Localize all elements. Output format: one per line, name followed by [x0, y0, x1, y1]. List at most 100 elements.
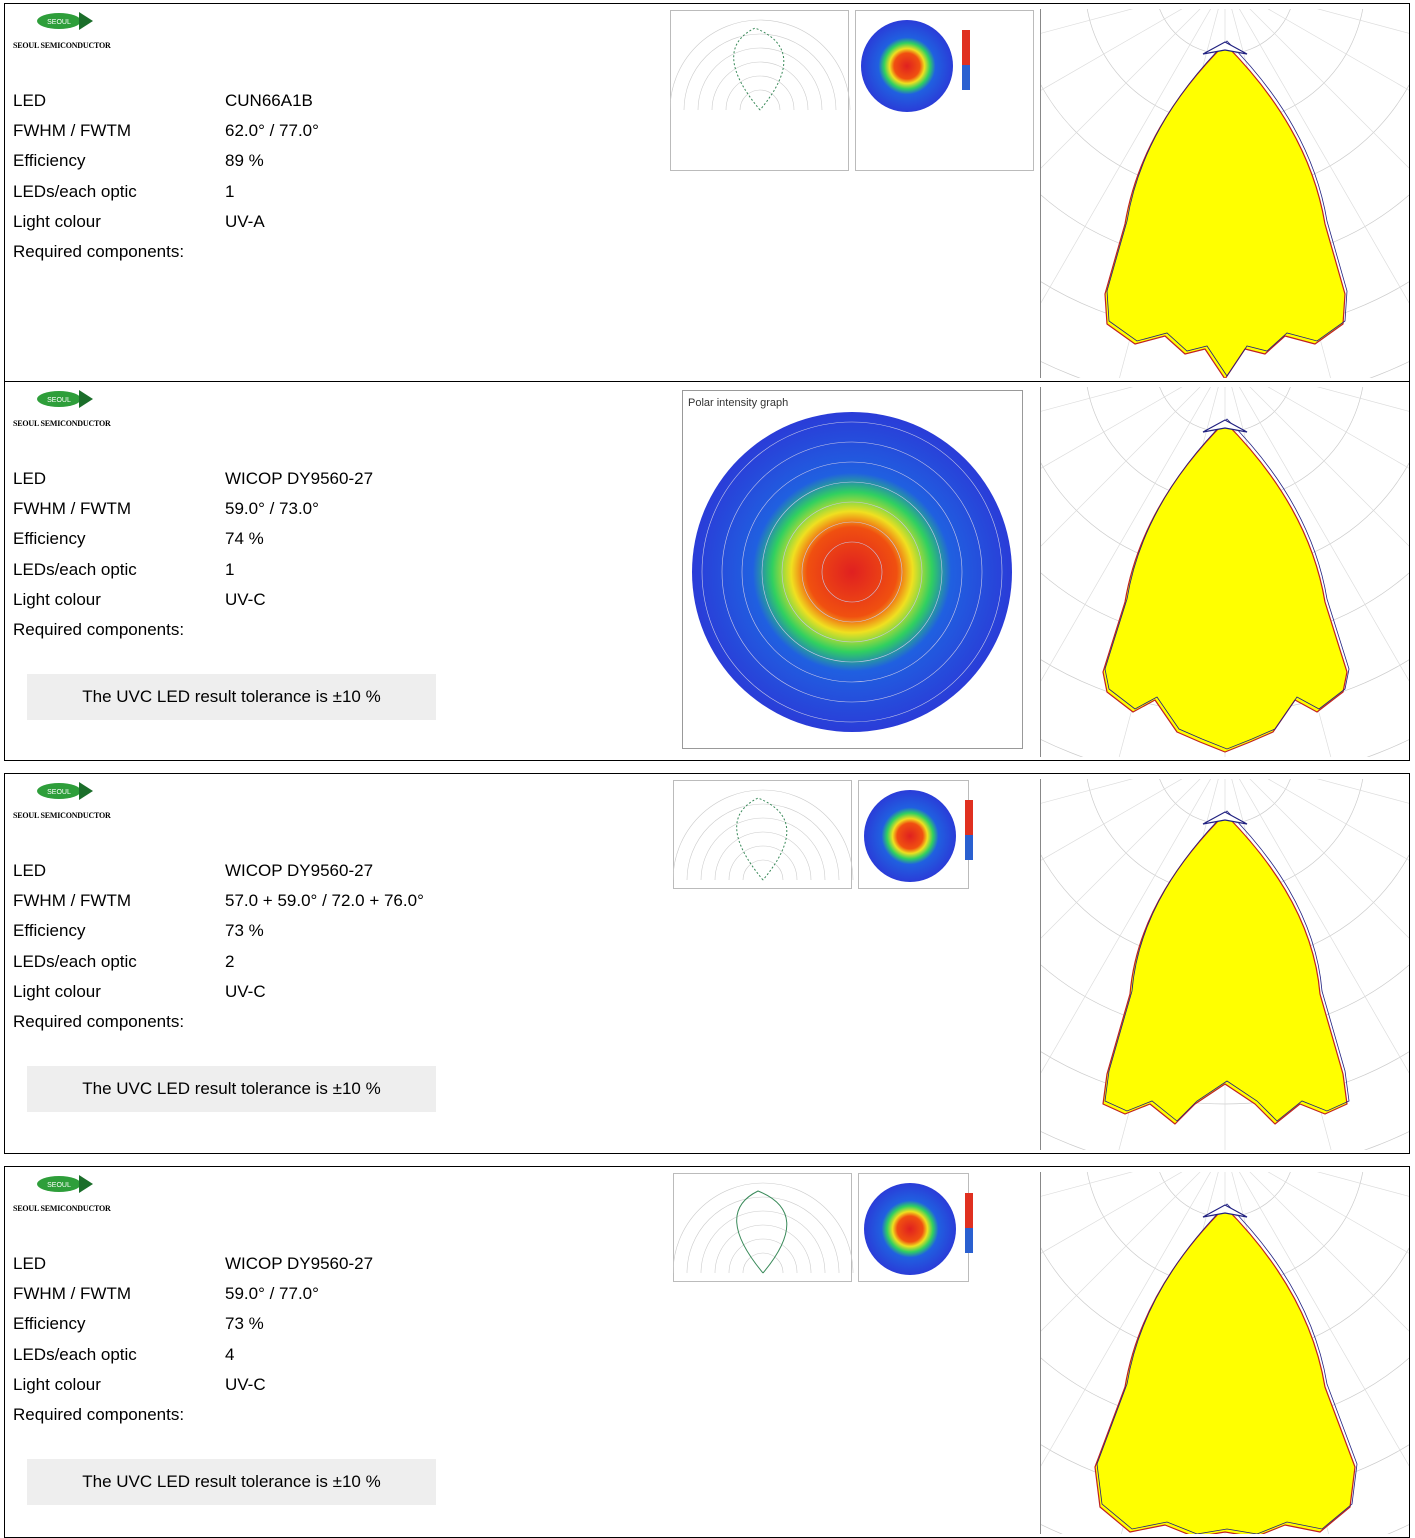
intensity-lobe [1104, 43, 1346, 378]
polar-radial [1040, 1172, 1201, 1333]
logo-shape [37, 391, 81, 407]
row-value: 59.0° / 77.0° [225, 1284, 319, 1304]
semi-arc [711, 61, 809, 111]
row-value: 1 [225, 181, 235, 201]
logo-arrow [79, 390, 93, 408]
semi-arc [739, 89, 781, 111]
polar-radial [1040, 9, 1211, 306]
row-value: 2 [225, 951, 235, 971]
semi-arc [714, 831, 812, 881]
thumbnail [673, 1173, 973, 1282]
semi-arc [673, 1182, 854, 1274]
polar-radial [1040, 779, 1183, 862]
row-label: Efficiency [13, 921, 86, 941]
graph-title: Polar intensity graph [688, 397, 788, 409]
row-value: 62.0° / 77.0° [225, 121, 319, 141]
ring [701, 421, 1003, 723]
polar-radial [1040, 387, 1201, 548]
logo-arrow [79, 12, 93, 30]
row-label: FWHM / FWTM [13, 121, 132, 141]
semi-arc [728, 845, 798, 881]
emitter-mark [1202, 419, 1248, 433]
ring [721, 441, 983, 703]
row-value: CUN66A1B [225, 91, 313, 110]
row-value: UV-A [225, 211, 265, 231]
polar-radial [1040, 779, 1201, 940]
colorbar-low [965, 835, 973, 860]
thumb-left [673, 780, 852, 889]
row-value: WICOP DY9560-27 [225, 469, 374, 488]
colorbar [965, 800, 973, 860]
polar-radial [1267, 9, 1409, 91]
colorbar-low [962, 65, 970, 90]
intensity-lobe [1102, 813, 1348, 1125]
logo: SEOUL [37, 390, 93, 408]
polar-radial [1239, 779, 1409, 1074]
ring [821, 541, 883, 603]
colorbar [962, 30, 970, 90]
thumb-disk [861, 20, 953, 112]
row-label: LED [13, 861, 47, 880]
ring [741, 461, 963, 683]
polar-radial [1040, 1172, 1183, 1255]
row-label: LED [13, 469, 47, 488]
thumb-curve [736, 1190, 788, 1274]
colorbar [965, 1193, 973, 1253]
row-label: LEDs/each optic [13, 559, 137, 579]
lobe-outline [1096, 1203, 1358, 1534]
polar-plot [1040, 1172, 1409, 1534]
semi-arc [725, 75, 795, 111]
logo: SEOUL [37, 782, 93, 800]
logo-text: SEOUL [47, 789, 71, 796]
thumb-disk [864, 1183, 956, 1275]
polar-intensity-graph: Polar intensity graph [682, 390, 1023, 749]
row-label: Light colour [13, 211, 101, 231]
polar-radial [1267, 779, 1409, 861]
ring [761, 481, 943, 663]
row-label: Efficiency [13, 151, 86, 171]
semi-arc [700, 1210, 826, 1274]
polar-radial [1040, 387, 1211, 684]
logo-shape [37, 13, 81, 29]
row-value: UV-C [225, 1374, 266, 1394]
semi-arc [714, 1224, 812, 1274]
card: SEOUL SEOUL SEMICONDUCTOR LED WICOP DY9560-… [4, 381, 1410, 761]
tolerance-note: The UVC LED result tolerance is ±10 % [27, 674, 436, 720]
row-value: UV-C [225, 981, 266, 1001]
logo-shape [37, 783, 81, 799]
semi-arc [700, 817, 826, 881]
polar-radial [1249, 779, 1409, 939]
semi-arc [686, 803, 840, 881]
required-label: Required components: [13, 620, 185, 639]
logo-text: SEOUL [47, 397, 71, 404]
logo-arrow [79, 1175, 93, 1193]
row-label: FWHM / FWTM [13, 891, 132, 911]
semi-arc [697, 47, 823, 111]
thumb-curve [733, 27, 785, 111]
polar-radial [1249, 387, 1409, 547]
row-label: FWHM / FWTM [13, 499, 132, 519]
row-value: 1 [225, 559, 235, 579]
brand: SEOUL SEMICONDUCTOR [13, 811, 111, 820]
thumbnail [673, 780, 973, 889]
thumbnail [670, 10, 1034, 171]
polar-radial [1040, 779, 1211, 1076]
card: SEOUL SEOUL SEMICONDUCTOR LED WICOP DY9560-… [4, 773, 1410, 1154]
row-value: 89 % [225, 151, 264, 171]
row-value: 57.0 + 59.0° / 72.0 + 76.0° [225, 891, 424, 911]
row-label: Efficiency [13, 529, 86, 549]
logo-text: SEOUL [47, 1182, 71, 1189]
emitter-mark [1202, 1204, 1248, 1218]
row-label: LED [13, 91, 47, 110]
lobe-outline [1104, 810, 1350, 1122]
polar-radial [1239, 9, 1409, 304]
logo-shape [37, 1176, 81, 1192]
intensity-lobe [1094, 1206, 1356, 1534]
ring [801, 521, 903, 623]
polar-radial [1040, 387, 1183, 470]
polar-radial [1040, 9, 1201, 170]
thumb-left [673, 1173, 852, 1282]
semi-arc [728, 1238, 798, 1274]
ring [781, 501, 923, 643]
